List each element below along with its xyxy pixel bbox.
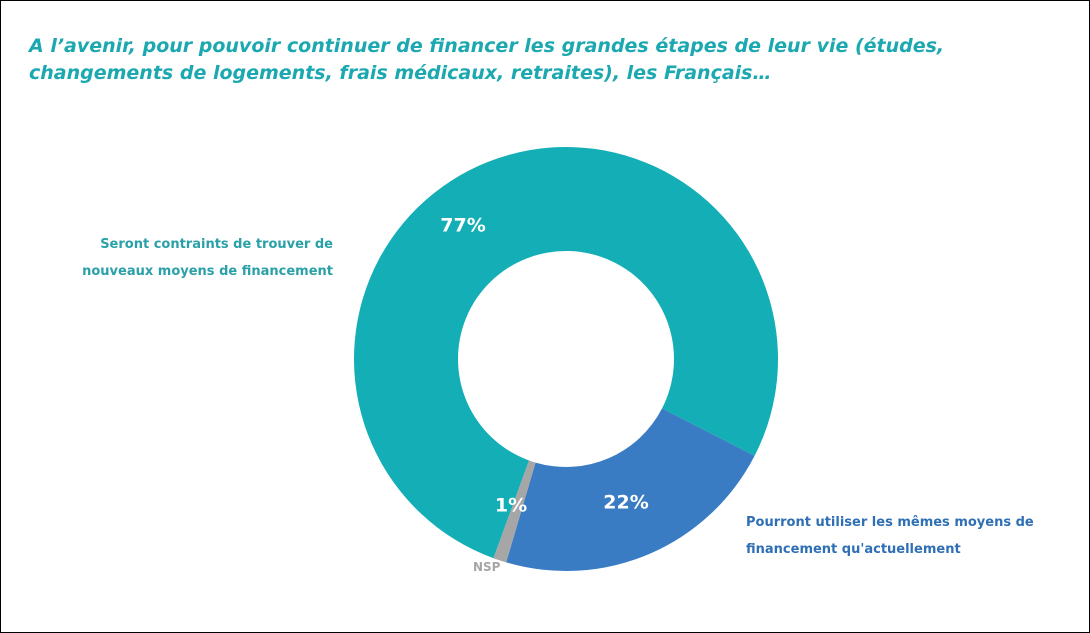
- category-label: Pourront utiliser les mêmes moyens de fi…: [746, 515, 1034, 557]
- data-label: 1%: [495, 495, 527, 517]
- data-label: 22%: [603, 492, 648, 514]
- category-label: Seront contraints de trouver de nouveaux…: [82, 237, 333, 279]
- chart-title: A l’avenir, pour pouvoir continuer de fi…: [29, 35, 945, 84]
- donut-segment: [354, 147, 779, 559]
- donut-segment: [493, 460, 536, 563]
- data-label: 77%: [440, 215, 485, 237]
- donut-segment: [506, 408, 755, 571]
- category-label: NSP: [473, 560, 501, 574]
